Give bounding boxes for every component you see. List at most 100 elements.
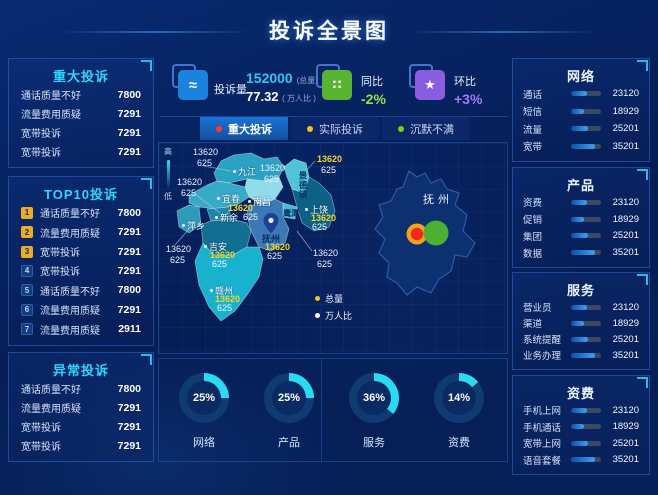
bar-item: 资费 23120 (523, 195, 639, 210)
legend-label: 总量 (325, 294, 344, 304)
panel-top10-complaints: TOP10投诉 1 通话质量不好 7800 2 流量费用质疑 7291 3 宽带投诉 729… (8, 176, 154, 346)
complaint-label: 通话质量不好 (40, 286, 100, 298)
legend-total-dot-icon (315, 296, 320, 301)
donut-chart: 14% (434, 373, 484, 423)
donut-label: 服务 (363, 437, 385, 449)
donut-network[interactable]: 25% 网络 (179, 373, 229, 450)
ratio-bubble-icon[interactable] (423, 220, 449, 246)
list-item: 通话质量不好 7800 (21, 87, 141, 103)
bar-track (571, 108, 601, 114)
complaint-label: 宽带投诉 (40, 248, 80, 260)
complaint-type-tabs: 重大投诉 实际投诉 沉默不满 (200, 117, 470, 140)
yoy-grid-icon: ∷ (322, 70, 352, 100)
complaint-value: 7291 (117, 107, 141, 120)
bar-fill (571, 126, 589, 132)
bar-fill (571, 216, 584, 222)
bar-fill (571, 143, 595, 149)
bar-label: 渠道 (523, 319, 543, 330)
kpi-mom-label: 环比 (454, 76, 476, 88)
donut-value: 25% (187, 381, 221, 415)
map-region-shangrao[interactable] (291, 176, 336, 232)
map-region-ganzhou[interactable] (194, 242, 264, 322)
bar-item: 通话 23120 (523, 87, 639, 101)
callout-ratio: 625 (321, 165, 337, 175)
donut-chart: 25% (264, 373, 314, 423)
complaint-label: 宽带投诉 (21, 423, 61, 434)
bar-item: 促销 18929 (523, 212, 639, 227)
complaint-value: 7291 (117, 126, 141, 139)
bar-label: 手机通话 (523, 422, 562, 434)
province-map-panel: 高 低 13620 625 13620 625 13620 625 13620 625 … (158, 142, 508, 354)
complaint-value: 7291 (117, 226, 141, 239)
city-label-jingdezhen: 景德镇 (298, 171, 308, 200)
callout-total: 13620 (166, 244, 192, 254)
kpi-ratio-suffix: ( 万人比 ) (282, 94, 316, 103)
callout-total: 13620 (260, 163, 286, 173)
city-total: 13620 (311, 213, 337, 223)
bar-value: 35201 (612, 140, 639, 152)
kpi-volume-label: 投诉量 (214, 84, 247, 96)
red-dot-icon (216, 125, 222, 132)
bar-label: 营业员 (523, 303, 552, 314)
bar-track (571, 199, 601, 205)
bar-label: 宽带上网 (523, 439, 562, 451)
title-decor-line (408, 31, 598, 33)
city-ratio: 625 (217, 303, 233, 313)
bar-fill (571, 91, 587, 97)
bar-item: 宽带上网 25201 (523, 436, 639, 451)
focus-city-label: 抚州 (423, 194, 453, 206)
tab-actual-complaints[interactable]: 实际投诉 (291, 117, 379, 140)
bar-track (571, 336, 601, 342)
legend-ratio-dot-icon (315, 313, 320, 318)
bar-item: 手机上网 23120 (523, 403, 639, 418)
rank-badge: 2 (21, 226, 33, 239)
bar-track (571, 126, 601, 132)
map-callout: 13620 625 (177, 178, 202, 198)
bar-value: 25201 (612, 437, 639, 449)
panel-network: 网络 通话 23120 短信 18929 流量 25201 宽带 35201 (512, 58, 650, 162)
list-item: 1 通话质量不好 7800 (21, 205, 141, 220)
bar-item: 手机通话 18929 (523, 420, 639, 434)
complaint-value: 7291 (117, 303, 141, 316)
list-item: 宽带投诉 7291 (21, 438, 141, 454)
callout-lines (174, 160, 316, 252)
bar-item: 宽带 35201 (523, 139, 639, 154)
complaint-value: 7291 (117, 439, 141, 452)
panel-tariff: 资费 手机上网 23120 手机通话 18929 宽带上网 25201 语音套餐 352… (512, 375, 650, 475)
bar-fill (571, 457, 595, 463)
donut-tariff[interactable]: 14% 资费 (434, 373, 484, 450)
city-ratio: 625 (243, 212, 259, 222)
location-pin-icon (263, 213, 279, 234)
bar-fill (571, 336, 589, 342)
callout-ratio: 625 (181, 188, 197, 198)
callout-total: 13620 (177, 177, 203, 187)
city-ratio: 625 (212, 259, 228, 269)
province-map (174, 152, 476, 322)
map-region-yichun[interactable] (188, 180, 250, 210)
complaint-value: 7800 (117, 206, 141, 219)
panel-service: 服务 营业员 23120 渠道 18929 系统提醒 25201 业务办理 35201 (512, 272, 650, 370)
bar-item: 语音套餐 35201 (523, 453, 639, 467)
list-item: 5 通话质量不好 7800 (21, 283, 141, 298)
list-item: 流量费用质疑 7291 (21, 106, 141, 122)
city-total: 13620 (265, 242, 291, 252)
complaint-value: 7291 (117, 264, 141, 277)
list-item: 宽带投诉 7291 (21, 125, 141, 141)
rank-badge: 7 (21, 323, 33, 336)
panel-title: 网络 (566, 69, 595, 84)
complaint-volume-icon: ≈ (178, 70, 208, 100)
tab-silent-dissatisfaction[interactable]: 沉默不满 (382, 117, 470, 140)
complaint-label: 通话质量不好 (21, 91, 81, 102)
donut-product[interactable]: 25% 产品 (264, 373, 314, 450)
bar-track (571, 143, 601, 149)
scale-high-label: 高 (164, 147, 172, 156)
tab-major-complaints[interactable]: 重大投诉 (200, 117, 288, 140)
city-label-ganzhou: 赣州 (210, 284, 233, 297)
bar-track (571, 233, 601, 239)
bar-value: 25201 (612, 123, 639, 135)
total-bubble-core (410, 227, 424, 241)
bar-item: 渠道 18929 (523, 316, 639, 331)
donut-service[interactable]: 36% 服务 (349, 373, 399, 450)
panel-product: 产品 资费 23120 促销 18929 集团 25201 数据 35201 (512, 167, 650, 268)
